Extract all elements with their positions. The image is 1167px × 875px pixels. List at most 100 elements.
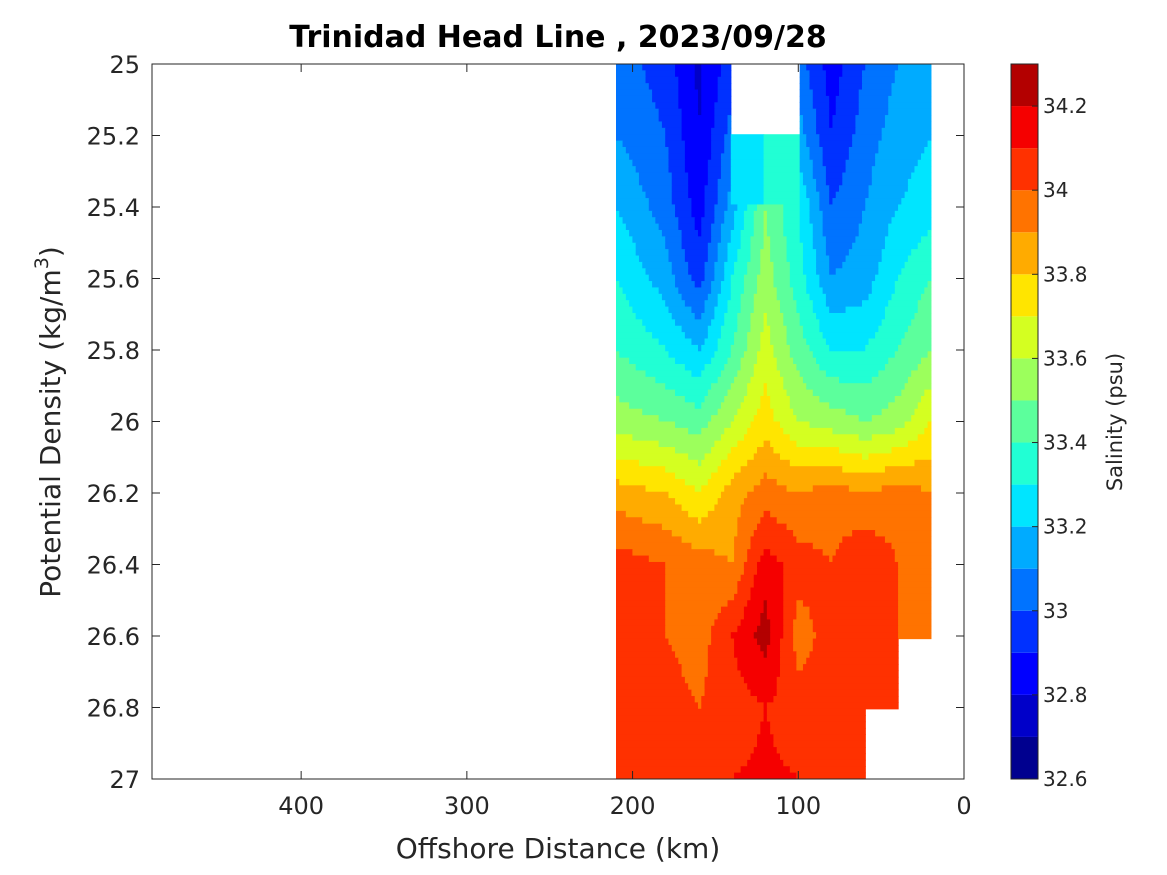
contour-cell <box>799 210 811 218</box>
contour-cell <box>711 415 735 423</box>
contour-cell <box>691 198 706 206</box>
contour-cell <box>737 625 758 633</box>
contour-cell <box>796 364 820 372</box>
contour-cell <box>720 491 748 499</box>
contour-cell <box>616 427 689 435</box>
contour-cell <box>884 306 919 314</box>
contour-cell <box>779 306 797 314</box>
contour-cell <box>868 293 893 301</box>
contour-cell <box>783 223 801 231</box>
contour-cell <box>763 242 771 250</box>
contour-cell <box>616 613 666 620</box>
contour-cell <box>750 242 765 250</box>
contour-cell <box>665 581 738 589</box>
contour-cell <box>750 587 784 595</box>
contour-cell <box>645 191 673 199</box>
contour-cell <box>727 198 732 206</box>
contour-cell <box>776 683 899 691</box>
contour-cell <box>724 364 742 372</box>
contour-cell <box>691 274 706 282</box>
contour-cell <box>763 159 801 167</box>
contour-cell <box>707 255 719 263</box>
contour-cell <box>684 364 706 372</box>
contour-cell <box>743 287 758 295</box>
contour-cell <box>635 166 670 174</box>
contour-cell <box>720 434 745 442</box>
contour-cell <box>875 332 906 340</box>
contour-cell <box>638 172 673 180</box>
contour-cell <box>616 421 676 429</box>
contour-cell <box>707 670 742 678</box>
contour-cell <box>684 332 709 340</box>
contour-cell <box>724 210 735 218</box>
contour-cell <box>652 281 676 289</box>
contour-cell <box>616 159 633 167</box>
contour-cell <box>665 127 683 135</box>
contour-cell <box>638 255 670 263</box>
contour-cell <box>812 625 899 633</box>
contour-cell <box>616 210 620 218</box>
contour-cell <box>619 351 670 359</box>
contour-cell <box>891 293 922 301</box>
contour-cell <box>802 127 817 135</box>
contour-cell <box>842 178 873 186</box>
contour-cell <box>802 255 817 263</box>
contour-cell <box>829 255 847 263</box>
contour-cell <box>763 651 768 659</box>
contour-cell <box>763 140 801 148</box>
contour-cell <box>704 338 719 346</box>
contour-cell <box>760 619 771 627</box>
contour-cell <box>789 351 814 359</box>
contour-cell <box>616 376 656 384</box>
contour-cell <box>616 89 653 97</box>
contour-cell <box>760 613 768 620</box>
contour-cell <box>760 517 778 525</box>
contour-cell <box>720 172 732 180</box>
contour-cell <box>760 249 771 257</box>
contour-cell <box>743 434 791 442</box>
contour-cell <box>720 287 732 295</box>
contour-cell <box>839 376 873 384</box>
contour-cell <box>747 683 778 691</box>
contour-cell <box>793 357 817 365</box>
contour-cell <box>825 76 840 84</box>
contour-cell <box>861 70 896 78</box>
contour-cell <box>616 198 650 206</box>
contour-cell <box>799 153 811 161</box>
contour-cell <box>753 223 765 231</box>
contour-cell <box>714 274 725 282</box>
contour-cell <box>796 613 811 620</box>
contour-cell <box>783 581 899 589</box>
contour-cell <box>648 83 679 91</box>
contour-cell <box>852 242 886 250</box>
contour-cell <box>816 268 830 276</box>
contour-cell <box>763 472 768 480</box>
contour-cell <box>616 542 693 550</box>
contour-cell <box>675 357 712 365</box>
contour-cell <box>848 485 883 493</box>
contour-cell <box>888 229 929 237</box>
contour-cell <box>648 274 676 282</box>
contour-cell <box>871 172 912 180</box>
contour-cell <box>616 753 752 761</box>
contour-cell <box>616 293 627 301</box>
contour-cell <box>763 166 801 174</box>
contour-cell <box>845 255 883 263</box>
contour-cell <box>898 581 932 589</box>
contour-cell <box>819 274 876 282</box>
contour-cell <box>875 274 899 282</box>
contour-cell <box>779 657 797 665</box>
contour-cell <box>861 217 893 225</box>
contour-cell <box>898 619 932 627</box>
contour-cell <box>711 140 725 148</box>
contour-cell <box>711 472 735 480</box>
contour-cell <box>829 108 837 116</box>
contour-cell <box>707 332 722 340</box>
contour-cell <box>858 89 893 97</box>
contour-cell <box>724 261 735 269</box>
contour-cell <box>720 70 732 78</box>
colorbar-swatch <box>1011 610 1038 653</box>
contour-cell <box>740 466 843 474</box>
contour-cell <box>616 102 656 110</box>
contour-cell <box>720 402 742 410</box>
